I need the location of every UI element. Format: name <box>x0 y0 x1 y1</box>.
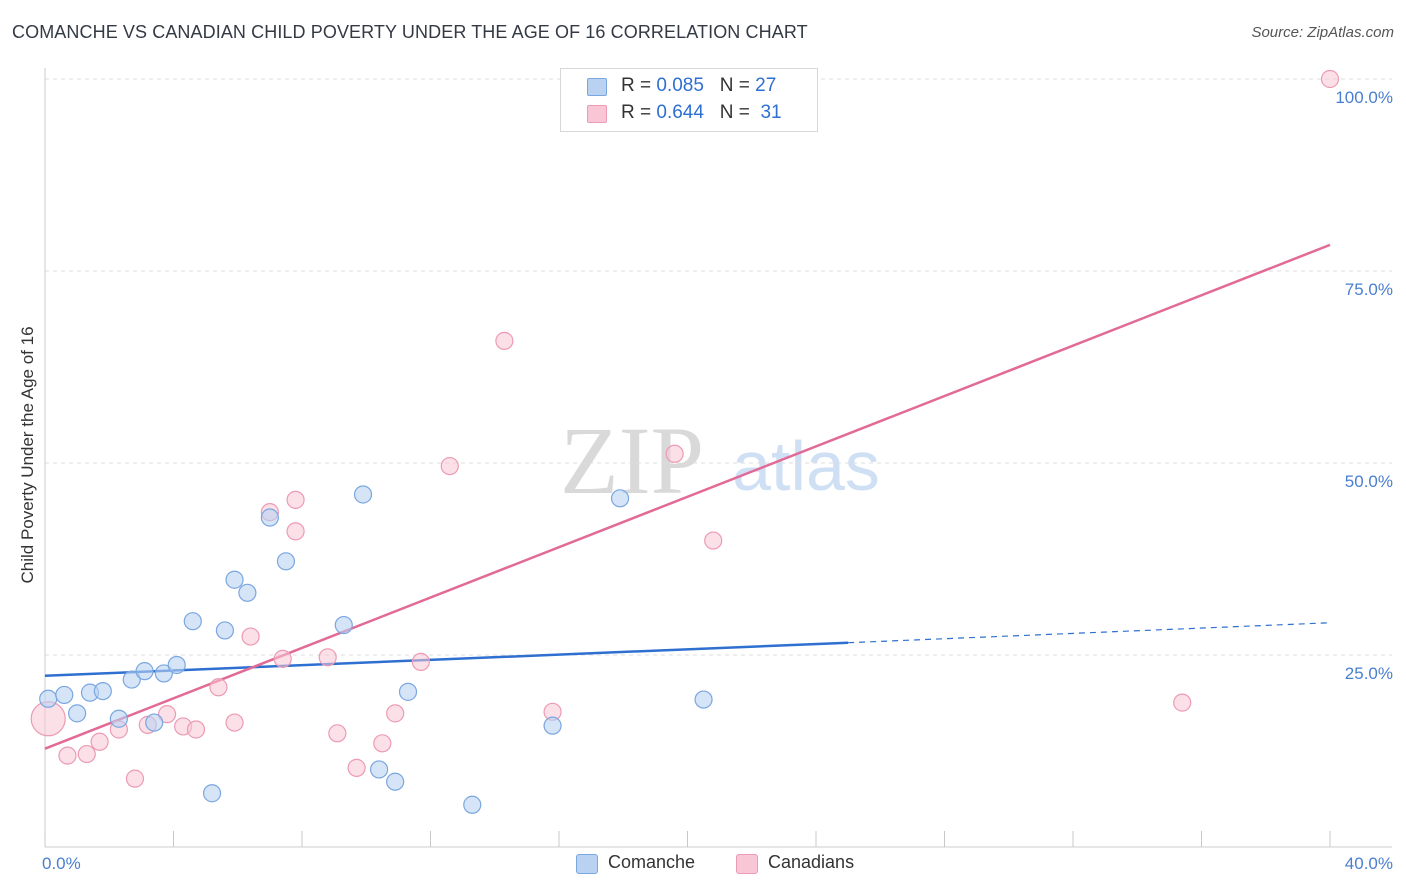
y-tick-label: 50.0% <box>1345 472 1393 491</box>
canadians-point <box>704 531 723 550</box>
y-tick-label: 25.0% <box>1345 664 1393 683</box>
y-tick-label: 100.0% <box>1335 88 1393 107</box>
comanche-point <box>386 772 405 791</box>
canadians-point <box>440 456 459 476</box>
r-value: 0.644 <box>656 102 704 123</box>
n-value: 27 <box>755 75 777 96</box>
stats-box: R = 0.085 N = 27 R = 0.644 N = 31 <box>560 68 818 132</box>
canadians-point <box>318 648 337 667</box>
comanche-point <box>398 682 418 701</box>
legend-label-comanche: Comanche <box>608 852 696 872</box>
canadians-point <box>286 522 305 541</box>
canadians-point <box>1320 69 1340 89</box>
comanche-point <box>167 655 186 675</box>
watermark: ZIP atlas <box>560 407 880 514</box>
comanche-point <box>276 552 296 571</box>
canadians-point <box>373 734 392 753</box>
data-points <box>30 69 1340 814</box>
legend-label-canadians: Canadians <box>768 852 855 872</box>
r-value: 0.085 <box>656 75 704 96</box>
comanche-point <box>238 583 257 602</box>
canadians-point <box>347 758 366 777</box>
comanche-point <box>39 689 58 708</box>
n-label: N = <box>719 102 750 123</box>
stats-text-comanche: R = 0.085 N = 27 <box>621 75 776 97</box>
comanche-swatch <box>587 78 607 96</box>
canadians-point <box>209 678 228 697</box>
gridlines <box>45 78 1392 656</box>
comanche-point <box>353 485 373 504</box>
canadians-point <box>90 732 109 751</box>
comanche-point <box>93 681 112 701</box>
comanche-point <box>225 570 244 589</box>
y-tick-label: 75.0% <box>1345 280 1393 299</box>
trendlines <box>44 243 1331 750</box>
tick-labels: 25.0% 50.0% 75.0% 100.0% 0.0% 40.0% <box>42 88 1393 873</box>
comanche-point <box>55 685 74 705</box>
canadians-point <box>665 444 684 463</box>
comanche-point <box>109 709 128 728</box>
canadians-point <box>125 769 145 788</box>
comanche-legend-swatch <box>576 854 598 874</box>
canadians-point <box>386 704 405 723</box>
canadians-point <box>58 746 77 765</box>
comanche-point <box>463 795 482 814</box>
comanche-point <box>145 713 164 732</box>
source-credit: Source: ZipAtlas.com <box>1251 24 1394 41</box>
comanche-point <box>260 508 279 527</box>
x-tick-label: 40.0% <box>1345 854 1393 873</box>
chart-title: COMANCHE VS CANADIAN CHILD POVERTY UNDER… <box>12 22 808 42</box>
comanche-point <box>543 716 562 735</box>
canadians-point <box>411 652 430 672</box>
canadians-point <box>157 705 177 724</box>
canadians-legend-swatch <box>736 854 758 874</box>
canadians-trendline <box>44 243 1331 750</box>
comanche-point <box>334 615 353 635</box>
comanche-point <box>122 670 141 689</box>
comanche-point <box>370 760 389 779</box>
axes <box>44 68 1392 848</box>
comanche-point <box>215 621 234 640</box>
comanche-point <box>610 489 630 508</box>
n-value: 31 <box>760 102 782 123</box>
comanche-point <box>154 664 173 683</box>
canadians-point <box>186 720 206 739</box>
canadians-point <box>286 490 305 509</box>
canadians-point <box>328 724 347 743</box>
comanche-point <box>135 662 154 681</box>
comanche-point <box>183 612 202 631</box>
comanche-point <box>694 690 713 709</box>
comanche-point <box>68 704 87 723</box>
canadians-point <box>1173 693 1192 712</box>
r-label: R = <box>621 75 652 96</box>
watermark-atlas: atlas <box>732 427 880 505</box>
canadians-point <box>241 627 260 646</box>
canadians-swatch <box>587 105 607 123</box>
comanche-point <box>202 784 222 803</box>
canadians-point <box>273 649 292 668</box>
r-label: R = <box>621 102 652 123</box>
stats-text-canadians: R = 0.644 N = 31 <box>621 102 782 124</box>
n-label: N = <box>719 75 750 96</box>
comanche-trendline-extension <box>848 622 1331 644</box>
x-tick-label: 0.0% <box>42 854 81 873</box>
canadians-point <box>495 331 514 350</box>
canadians-point <box>77 744 96 764</box>
canadians-point <box>225 713 244 732</box>
